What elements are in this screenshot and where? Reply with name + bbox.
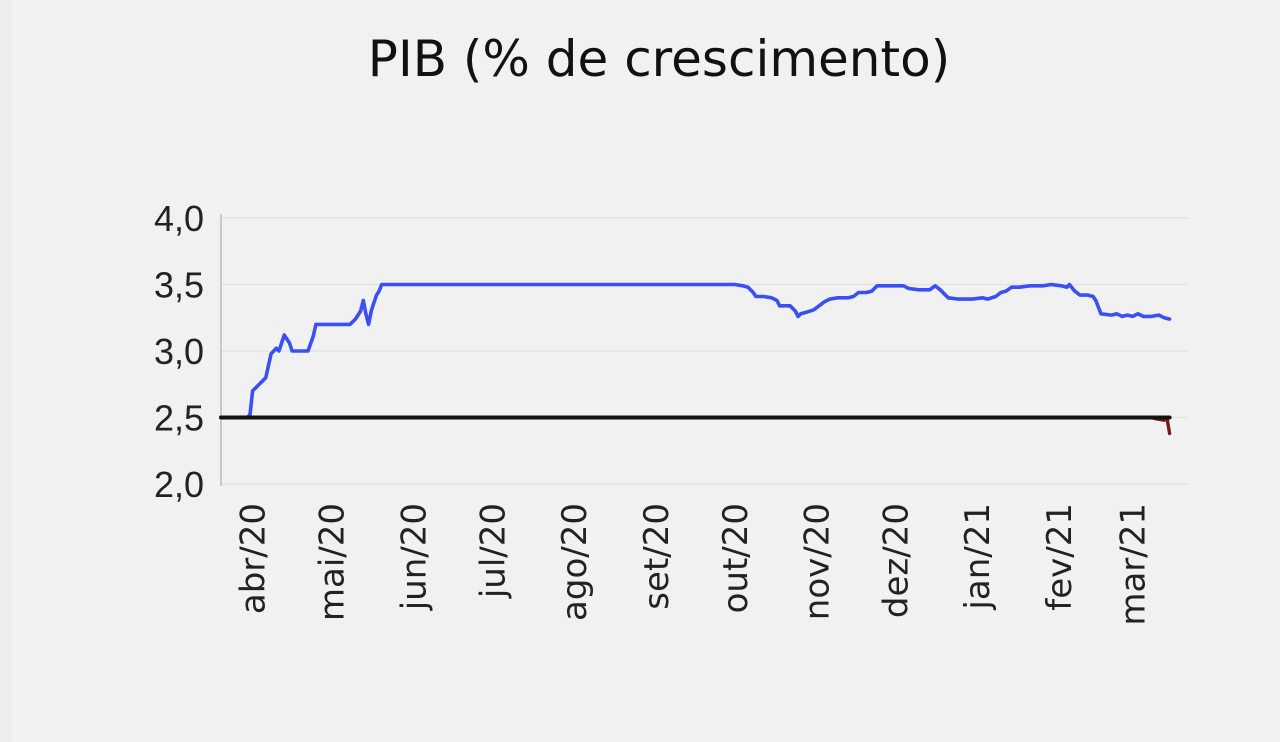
x-tick-label: out/20: [716, 503, 756, 613]
y-tick-label: 2,5: [154, 398, 204, 439]
x-tick-label: ago/20: [555, 503, 595, 621]
series-line-0: [219, 282, 1172, 420]
chart-title: PIB (% de crescimento): [367, 30, 951, 88]
y-tick-label: 3,0: [154, 331, 204, 372]
x-tick-label: fev/21: [1040, 503, 1080, 611]
x-tick-label: jul/20: [473, 503, 513, 599]
x-tick-label: nov/20: [797, 503, 837, 620]
y-tick-label: 2,0: [154, 464, 204, 505]
y-tick-label: 3,5: [154, 265, 204, 306]
x-tick-label: set/20: [637, 503, 677, 610]
x-tick-label: mai/20: [313, 503, 353, 621]
series-line-1: [219, 415, 1172, 436]
y-tick-label: 4,0: [154, 198, 204, 239]
x-tick-label: dez/20: [877, 503, 917, 618]
x-tick-label: mar/21: [1114, 503, 1154, 626]
x-tick-label: jun/20: [394, 503, 434, 611]
x-tick-label: jan/21: [958, 503, 998, 611]
chart-panel: [12, 0, 1280, 742]
x-tick-label: abr/20: [234, 503, 274, 614]
